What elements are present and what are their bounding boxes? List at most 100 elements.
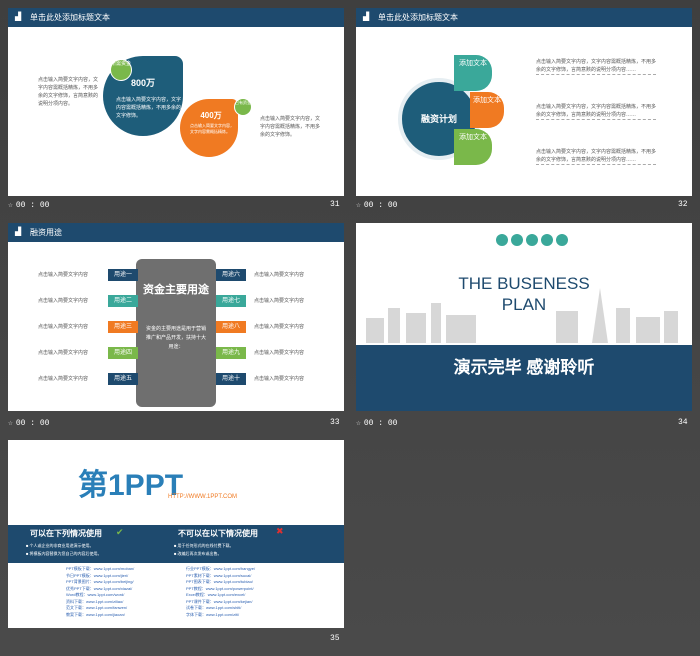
use-left-2: 用途二: [108, 295, 138, 307]
slide-34-number: 34: [678, 418, 688, 427]
use-right-text-4: 点击输入简要文字内容: [254, 350, 305, 356]
cannot-item-2: ■ 改编后再次发布或出售。: [174, 551, 222, 556]
link-right-1[interactable]: 行业PPT模板：www.1ppt.com/hangye/: [186, 566, 256, 571]
link-right-4[interactable]: PPT教程：www.1ppt.com/powerpoint/: [186, 585, 254, 591]
small-tag: 已有资金: [234, 98, 252, 116]
use-right-text-5: 点击输入简要文字内容: [254, 376, 305, 382]
can-item-2: ■ 将模板内容替换为您自己的内容后使用。: [26, 551, 102, 556]
use-right-text-1: 点击输入简要文字内容: [254, 272, 305, 278]
use-left-text-4: 点击输入简要文字内容: [38, 350, 89, 356]
thanks-text: 演示完毕 感谢聆听: [453, 358, 595, 377]
item-2-desc: 点击输入简要文字内容，文字内容需概括精炼，不用多余的文字修饰，言简意赅的说明分项…: [536, 104, 657, 120]
link-right-7[interactable]: 试卷下载：www.1ppt.com/shiti/: [186, 605, 242, 610]
icon-row: [496, 233, 568, 251]
star-icon: ☆: [8, 419, 13, 428]
link-left-5[interactable]: Word教程：www.1ppt.com/word/: [66, 592, 125, 597]
slide-header: ▟ 单击此处添加标题文本: [356, 8, 692, 27]
slide-header: ▟ 融资用途: [8, 223, 344, 242]
link-left-4[interactable]: 优秀PPT下载：www.1ppt.com/xiazai/: [66, 585, 133, 591]
item-3: 添加文本: [454, 129, 492, 165]
chart-icon: ▟: [15, 227, 22, 236]
slide-31-number: 31: [330, 200, 340, 209]
slide-34[interactable]: THE BUSENESS PLAN 演示完毕 感谢聆听: [356, 223, 692, 411]
small-desc: 点击输入简要文字内容，文字内容需概括精炼。: [190, 123, 234, 134]
item-1: 添加文本: [454, 55, 492, 91]
city-skyline: [366, 288, 678, 343]
use-left-1: 用途一: [108, 269, 138, 281]
use-right-3: 用途八: [216, 321, 246, 333]
slide-31[interactable]: ▟ 单击此处添加标题文本 点击输入简要文字内容，文字内容需概括精炼，不用多余的文…: [8, 8, 344, 196]
link-left-2[interactable]: 节日PPT模板：www.1ppt.com/jieri/: [66, 572, 129, 578]
icon-1: [496, 234, 508, 246]
small-value: 400万: [200, 111, 222, 120]
use-left-text-5: 点击输入简要文字内容: [38, 376, 89, 382]
slide-32[interactable]: ▟ 单击此处添加标题文本 融资计划 添加文本 添加文本 添加文本 点击输入简要文…: [356, 8, 692, 196]
star-icon: ☆: [8, 201, 13, 210]
center-title: 资金主要用途: [143, 284, 209, 296]
star-icon: ☆: [356, 419, 361, 428]
link-left-7[interactable]: 范文下载：www.1ppt.com/fanwen/: [66, 605, 128, 610]
link-right-3[interactable]: PPT图表下载：www.1ppt.com/tubiao/: [186, 579, 253, 584]
header-title: 融资用途: [30, 228, 62, 237]
use-left-text-3: 点击输入简要文字内容: [38, 324, 89, 330]
slide-33[interactable]: ▟ 融资用途 资金主要用途 资金的主要用途是用于营销推广和产品开发，扶持十大用途…: [8, 223, 344, 411]
use-right-text-3: 点击输入简要文字内容: [254, 324, 305, 330]
use-right-text-2: 点击输入简要文字内容: [254, 298, 305, 304]
can-title: 可以在下列情况使用: [30, 529, 102, 538]
right-text: 点击输入简要文字内容，文字内容需概括精炼，不用多余的文字修饰。: [260, 116, 321, 138]
logo-url: HTTP://WWW.1PPT.COM: [168, 494, 237, 500]
big-desc: 点击输入简要文字内容，文字内容需概括精炼，不用多余的文字修饰。: [116, 97, 182, 119]
slide-33-meta: ☆ 00 : 00: [8, 419, 50, 428]
use-right-2: 用途七: [216, 295, 246, 307]
use-right-5: 用途十: [216, 373, 246, 385]
link-right-8[interactable]: 字体下载：www.1ppt.com/ziti/: [186, 611, 240, 617]
icon-2: [511, 234, 523, 246]
plan-title: THE BUSENESS PLAN: [458, 274, 590, 314]
star-icon: ☆: [356, 201, 361, 210]
big-value: 800万: [130, 78, 156, 88]
slide-33-number: 33: [330, 418, 340, 427]
header-title: 单击此处添加标题文本: [30, 13, 110, 22]
use-left-4: 用途四: [108, 347, 138, 359]
slide-34-meta: ☆ 00 : 00: [356, 419, 398, 428]
link-left-8[interactable]: 教案下载：www.1ppt.com/jiaoan/: [66, 611, 125, 617]
slide-31-meta: ☆ 00 : 00: [8, 201, 50, 210]
icon-4: [541, 234, 553, 246]
usage-band: [8, 525, 344, 563]
link-right-5[interactable]: Excel教程：www.1ppt.com/excel/: [186, 592, 246, 597]
slide-35[interactable]: 第1PPT HTTP://WWW.1PPT.COM 可以在下列情况使用 ✔ 不可…: [8, 440, 344, 628]
chart-icon: ▟: [363, 12, 370, 21]
use-left-5: 用途五: [108, 373, 138, 385]
can-item-1: ■ 个人或企业的非商业用途演示使用。: [26, 543, 94, 548]
slide-header: ▟ 单击此处添加标题文本: [8, 8, 344, 27]
big-tag: 所需资金: [110, 59, 132, 81]
center-body: 资金的主要用途是用于营销推广和产品开发，扶持十大用途：: [146, 326, 207, 350]
link-left-6[interactable]: 资料下载：www.1ppt.com/ziliao/: [66, 598, 124, 604]
use-left-text-1: 点击输入简要文字内容: [38, 272, 89, 278]
center-panel: [136, 259, 216, 407]
chart-icon: ▟: [15, 12, 22, 21]
icon-5: [556, 234, 568, 246]
item-2: 添加文本: [470, 92, 504, 128]
slide-35-number: 35: [330, 634, 340, 643]
cannot-title: 不可以在以下情况使用: [178, 529, 258, 538]
use-right-1: 用途六: [216, 269, 246, 281]
slide-32-number: 32: [678, 200, 688, 209]
link-left-3[interactable]: PPT背景图片：www.1ppt.com/beijing/: [66, 579, 134, 584]
item-1-desc: 点击输入简要文字内容，文字内容需概括精炼，不用多余的文字修饰，言简意赅的说明分项…: [536, 59, 657, 75]
left-text: 点击输入简要文字内容，文字内容需概括精炼，不用多余的文字修饰，言简意赅的说明分项…: [38, 77, 99, 107]
check-icon: ✔: [116, 527, 124, 537]
cannot-item-1: ■ 用于任何形式的在线付费下载。: [174, 543, 234, 548]
link-right-6[interactable]: PPT课件下载：www.1ppt.com/kejian/: [186, 598, 253, 604]
link-right-2[interactable]: PPT素材下载：www.1ppt.com/sucai/: [186, 572, 252, 578]
icon-3: [526, 234, 538, 246]
use-left-3: 用途三: [108, 321, 138, 333]
small-drop: [180, 99, 238, 157]
use-left-text-2: 点击输入简要文字内容: [38, 298, 89, 304]
cross-icon: ✖: [276, 526, 284, 536]
use-right-4: 用途九: [216, 347, 246, 359]
header-title: 单击此处添加标题文本: [378, 13, 458, 22]
link-left-1[interactable]: PPT模板下载：www.1ppt.com/moban/: [66, 566, 135, 571]
slide-32-meta: ☆ 00 : 00: [356, 201, 398, 210]
logo: 第1PPT: [78, 469, 184, 502]
